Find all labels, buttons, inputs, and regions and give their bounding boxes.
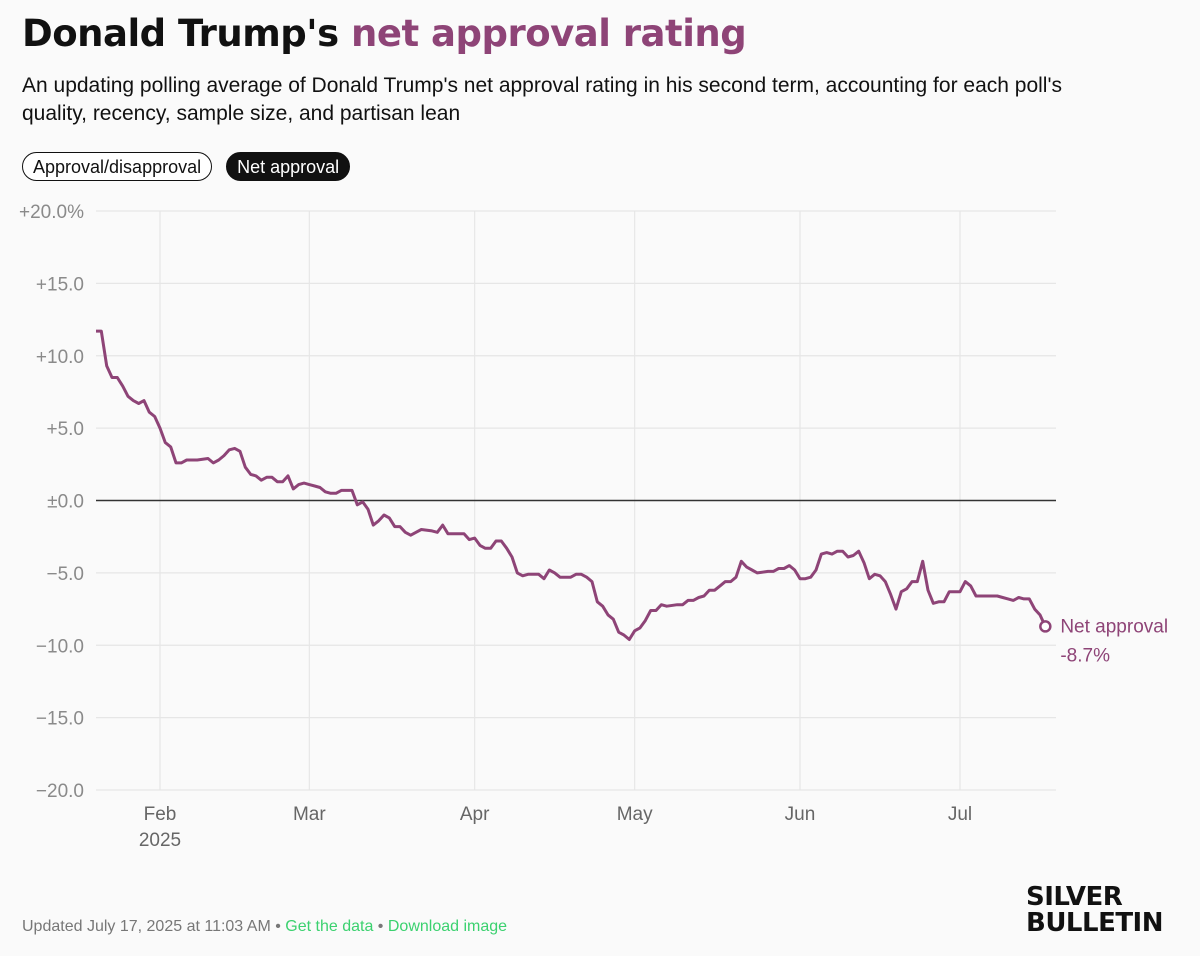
y-tick-label: ±0.0: [47, 492, 84, 513]
x-tick-sublabel: 2025: [139, 830, 181, 851]
x-axis: Feb 2025 Mar Apr May Jun Jul: [139, 804, 972, 851]
y-tick-label: −15.0: [36, 709, 84, 730]
y-tick-label: −5.0: [46, 564, 84, 585]
net-approval-toggle[interactable]: Net approval: [226, 152, 351, 181]
net-approval-line: [96, 329, 1047, 641]
updated-timestamp: Updated July 17, 2025 at 11:03 AM: [22, 918, 271, 935]
end-point-marker: [1039, 620, 1052, 633]
x-tick-label: Apr: [460, 804, 490, 825]
footer: Updated July 17, 2025 at 11:03 AM • Get …: [22, 918, 507, 936]
x-tick-label: Jun: [785, 804, 816, 825]
get-data-link[interactable]: Get the data: [285, 918, 374, 935]
approval-disapproval-toggle[interactable]: Approval/disapproval: [22, 152, 213, 181]
y-tick-label: +15.0: [36, 274, 84, 295]
x-tick-label: Mar: [293, 804, 326, 825]
x-tick-label: Feb: [144, 804, 177, 825]
footer-separator: •: [377, 918, 384, 935]
y-tick-label: +20.0%: [19, 202, 84, 223]
page-title: Donald Trump's net approval rating: [22, 12, 747, 55]
x-tick-label: Jul: [948, 804, 972, 825]
footer-separator: •: [275, 918, 281, 935]
y-axis: +20.0% +15.0 +10.0 +5.0 ±0.0 −5.0 −10.0 −15.0 −2…: [19, 202, 84, 802]
subtitle: An updating polling average of Donald Tr…: [22, 74, 1062, 125]
logo-line-2: BULLETIN: [1026, 908, 1164, 938]
net-approval-chart: +20.0% +15.0 +10.0 +5.0 ±0.0 −5.0 −10.0 −15.0 −2…: [19, 202, 1168, 851]
view-toggle-group: Approval/disapproval Net approval: [22, 152, 351, 181]
silver-bulletin-logo: SILVER BULLETIN: [1026, 882, 1164, 938]
logo-line-1: SILVER: [1026, 882, 1123, 912]
end-label-value: -8.7%: [1060, 645, 1110, 666]
end-label-name: Net approval: [1060, 616, 1168, 637]
y-tick-label: +10.0: [36, 347, 84, 368]
y-tick-label: +5.0: [46, 419, 84, 440]
download-image-link[interactable]: Download image: [387, 918, 508, 935]
title-accent: net approval rating: [351, 12, 747, 55]
y-tick-label: −10.0: [36, 636, 84, 657]
x-tick-label: May: [617, 804, 653, 825]
title-main: Donald Trump's: [22, 12, 339, 55]
y-tick-label: −20.0: [36, 781, 84, 802]
